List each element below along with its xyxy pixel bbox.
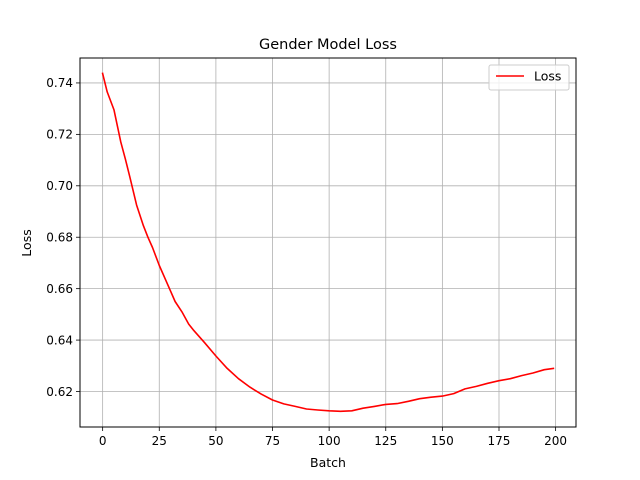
x-axis: 0 25 50 75 100 125 150 175 200 bbox=[99, 427, 567, 448]
x-tick-label: 125 bbox=[374, 434, 397, 448]
y-tick-label: 0.62 bbox=[46, 385, 73, 399]
y-tick-label: 0.72 bbox=[46, 128, 73, 142]
x-tick-label: 100 bbox=[318, 434, 341, 448]
y-tick-label: 0.64 bbox=[46, 333, 73, 347]
x-tick-label: 75 bbox=[265, 434, 280, 448]
y-axis: 0.62 0.64 0.66 0.68 0.70 0.72 0.74 bbox=[46, 76, 80, 399]
chart-title: Gender Model Loss bbox=[259, 37, 397, 53]
x-tick-label: 25 bbox=[152, 434, 167, 448]
x-tick-label: 200 bbox=[544, 434, 567, 448]
series-line-loss bbox=[101, 72, 555, 413]
series-layer bbox=[101, 72, 555, 413]
legend-label-loss: Loss bbox=[534, 69, 561, 84]
x-tick-label: 50 bbox=[208, 434, 223, 448]
y-tick-label: 0.68 bbox=[46, 231, 73, 245]
legend: Loss bbox=[488, 64, 570, 91]
grid bbox=[80, 58, 576, 427]
x-tick-label: 150 bbox=[431, 434, 454, 448]
y-tick-label: 0.70 bbox=[46, 179, 73, 193]
plot-frame bbox=[79, 57, 577, 428]
y-tick-label: 0.66 bbox=[46, 282, 73, 296]
x-tick-label: 175 bbox=[488, 434, 511, 448]
y-axis-label: Loss bbox=[19, 229, 34, 256]
legend-box bbox=[488, 64, 570, 91]
x-tick-label: 0 bbox=[99, 434, 107, 448]
y-tick-label: 0.74 bbox=[46, 76, 73, 90]
x-axis-label: Batch bbox=[310, 455, 346, 470]
